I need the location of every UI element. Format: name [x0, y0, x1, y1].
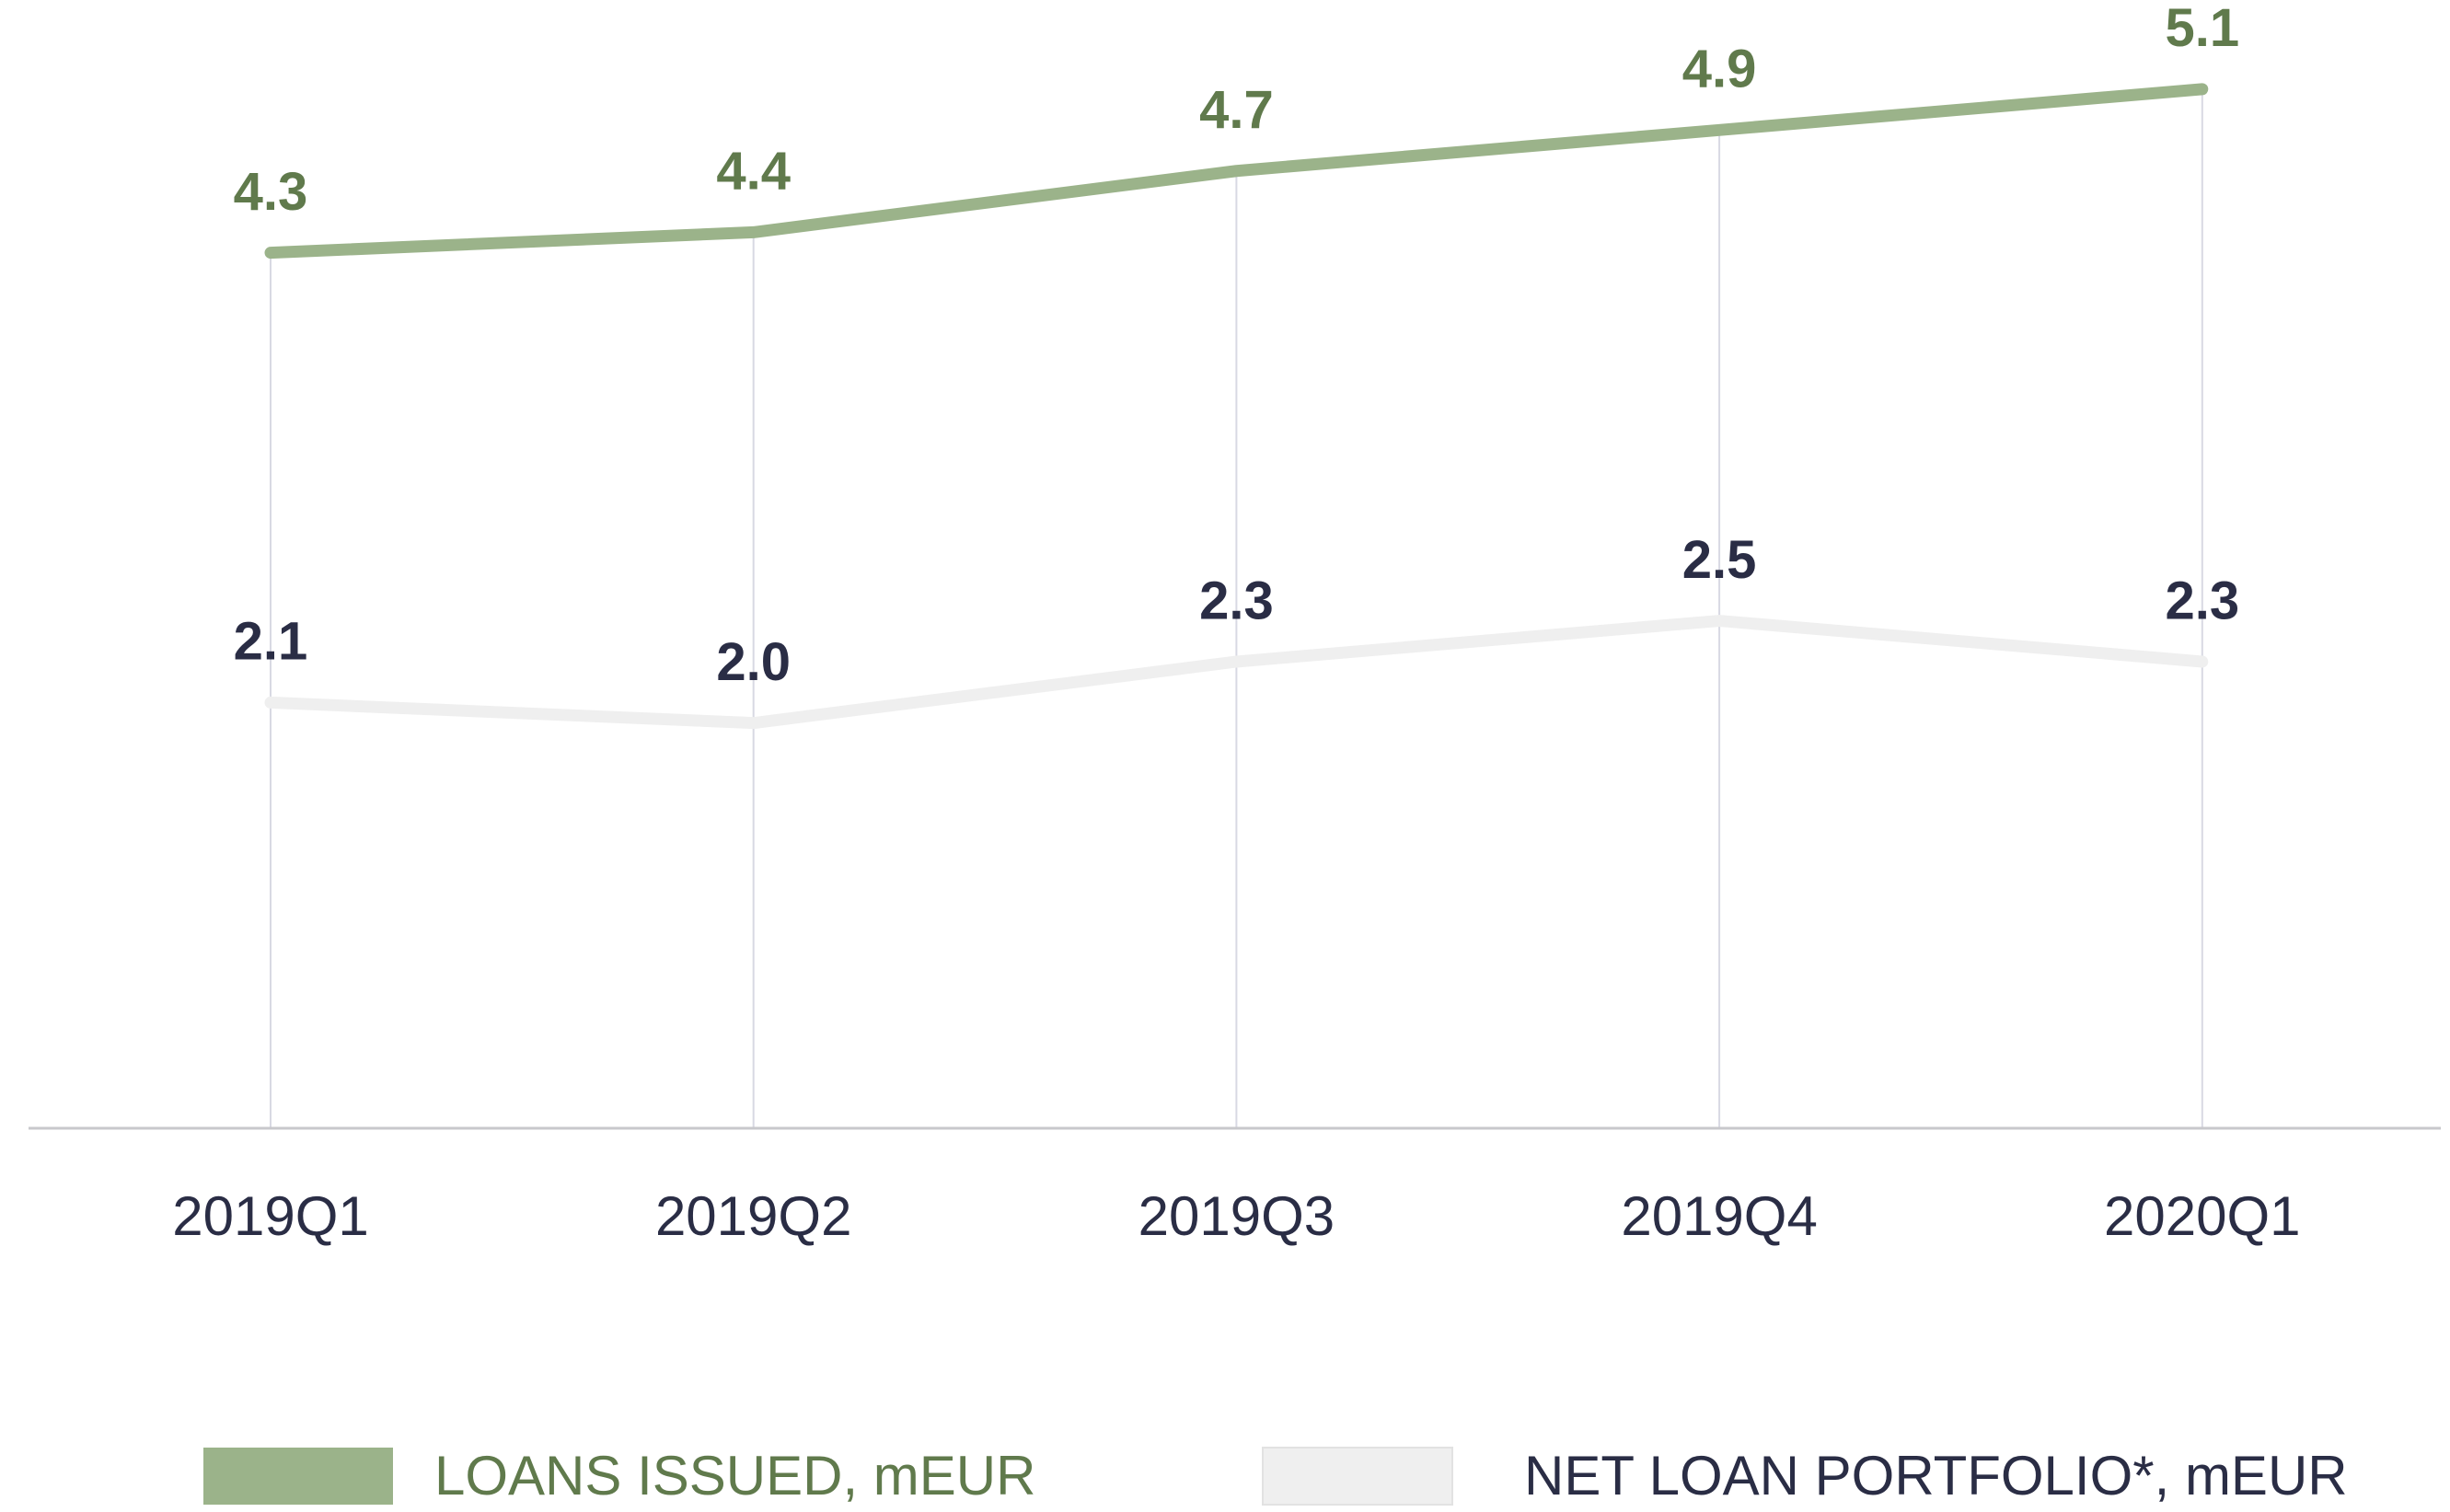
data-label: 4.3: [234, 162, 308, 222]
data-label: 2.1: [234, 612, 308, 672]
data-label: 5.1: [2165, 0, 2239, 58]
x-tick-label: 2020Q1: [2104, 1185, 2301, 1247]
series-line: [264, 615, 2209, 730]
x-tick-label: 2019Q2: [655, 1185, 852, 1247]
data-label: 4.7: [1199, 80, 1274, 140]
data-label: 4.9: [1682, 40, 1757, 99]
legend-swatch: [203, 1448, 393, 1505]
x-tick-label: 2019Q4: [1621, 1185, 1818, 1247]
legend-label: NET LOAN PORTFOLIO*, mEUR: [1524, 1445, 2348, 1506]
data-label: 2.5: [1682, 530, 1757, 590]
legend-swatch: [1262, 1447, 1453, 1506]
series-line: [264, 83, 2209, 260]
data-label: 2.3: [1199, 571, 1274, 630]
x-tick-label: 2019Q3: [1138, 1185, 1335, 1247]
legend-label: LOANS ISSUED, mEUR: [434, 1445, 1035, 1506]
data-label: 2.0: [716, 632, 791, 692]
data-label: 2.3: [2165, 571, 2239, 630]
data-label: 4.4: [716, 142, 791, 202]
x-tick-label: 2019Q1: [172, 1185, 369, 1247]
